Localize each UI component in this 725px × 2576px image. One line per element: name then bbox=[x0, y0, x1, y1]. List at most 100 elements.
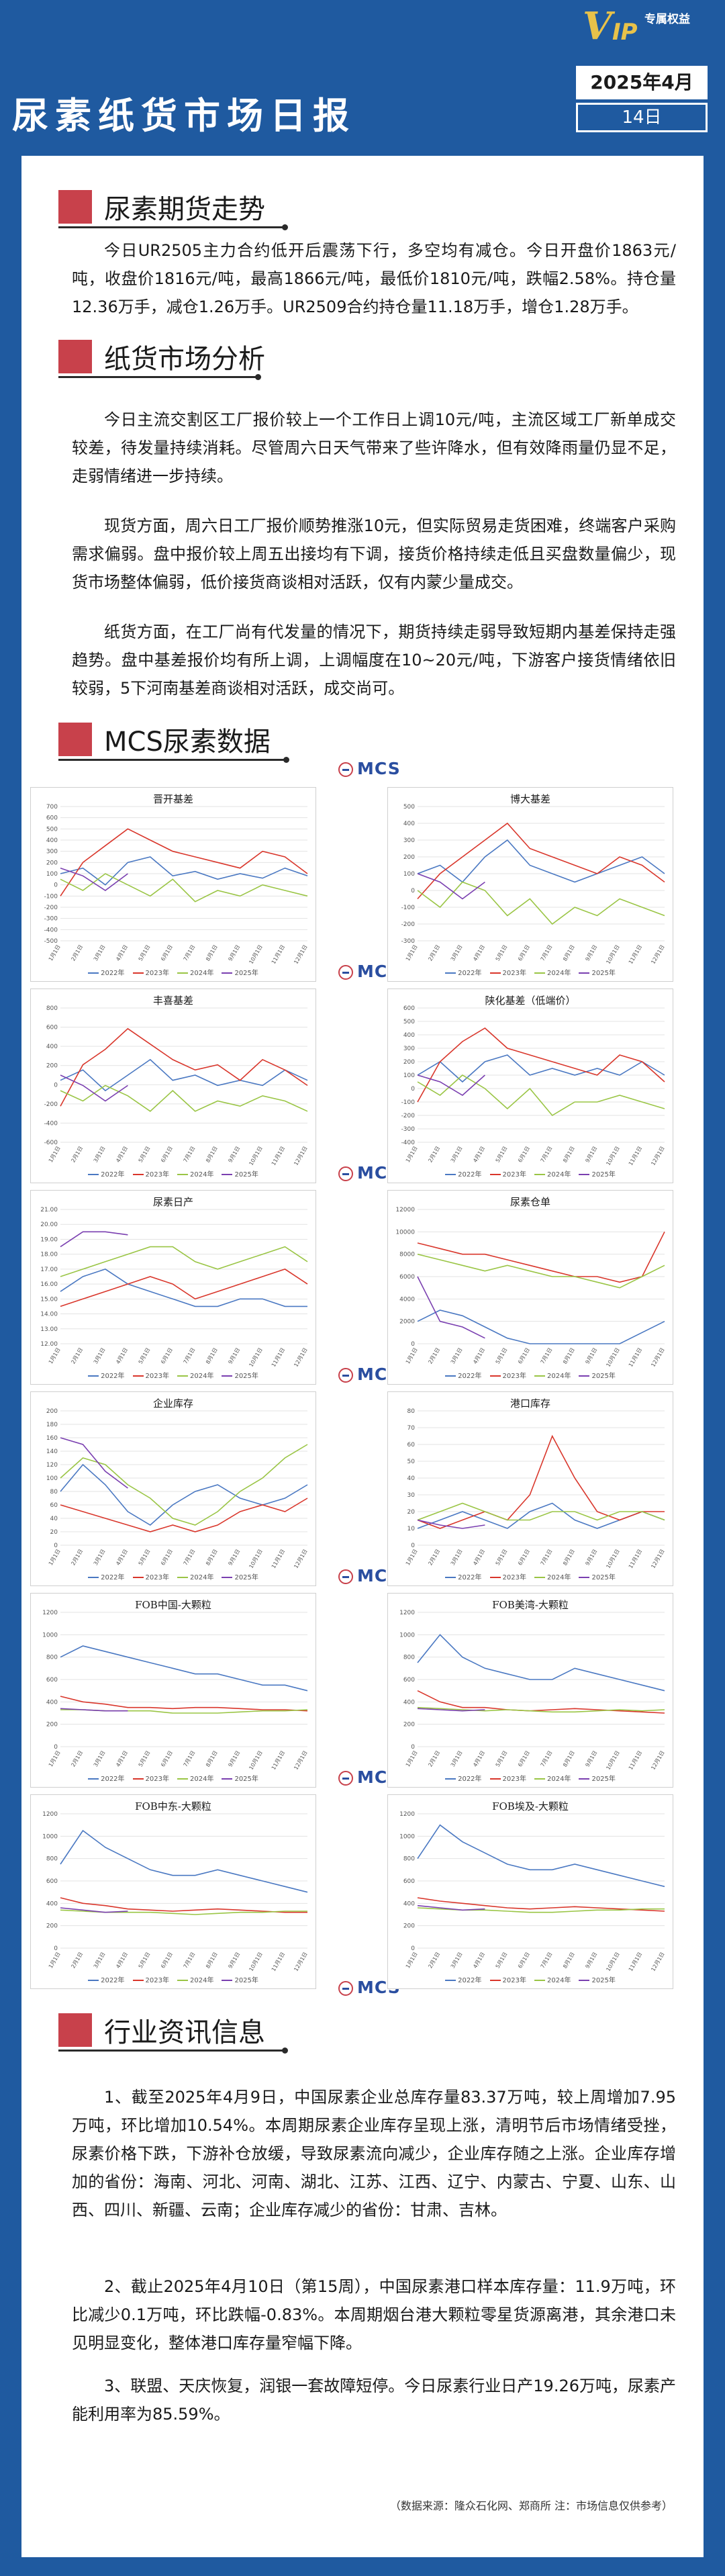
x-tick-label: 6月1日 bbox=[160, 944, 174, 962]
y-tick-label: 800 bbox=[46, 1655, 58, 1661]
legend-swatch bbox=[222, 1980, 233, 1981]
legend-swatch bbox=[489, 1980, 501, 1981]
legend-swatch bbox=[88, 972, 99, 974]
y-tick-label: 700 bbox=[46, 804, 58, 811]
mcs-logo-icon bbox=[338, 965, 353, 980]
x-tick-label: 12月1日 bbox=[293, 944, 308, 966]
legend-label: 2022年 bbox=[458, 1171, 482, 1179]
chart-title: FOB中国-大颗粒 bbox=[135, 1599, 211, 1611]
x-tick-label: 12月1日 bbox=[650, 1549, 665, 1570]
x-tick-label: 3月1日 bbox=[450, 1549, 464, 1567]
date-day: 14日 bbox=[576, 103, 708, 132]
section-underline-dot bbox=[282, 224, 288, 230]
legend-label: 2025年 bbox=[234, 970, 258, 977]
y-tick-label: 200 bbox=[46, 1923, 58, 1930]
chart-panel: 1200 1000 800 600 400 200 0 1月1日 2月1日 3月1日 4月1日 5月1… bbox=[387, 1593, 673, 1788]
series-line-2023年 bbox=[417, 1027, 665, 1103]
chart-title: 丰喜基差 bbox=[152, 995, 193, 1007]
x-tick-label: 10月1日 bbox=[605, 1347, 620, 1369]
legend-swatch bbox=[88, 1980, 99, 1981]
legend-entry: 2025年 bbox=[579, 1168, 616, 1179]
x-tick-label: 9月1日 bbox=[584, 1347, 598, 1365]
section-marker bbox=[58, 340, 92, 373]
series-line-2025年 bbox=[417, 1276, 485, 1339]
x-tick-label: 7月1日 bbox=[183, 944, 197, 962]
x-tick-label: 6月1日 bbox=[160, 1347, 174, 1365]
x-tick-label: 11月1日 bbox=[271, 1549, 286, 1570]
date-year-month: 2025年4月 bbox=[576, 66, 708, 99]
y-tick-label: 800 bbox=[403, 1655, 415, 1661]
y-tick-label: 1000 bbox=[399, 1632, 415, 1639]
legend-swatch bbox=[489, 1375, 501, 1377]
section-underline bbox=[58, 226, 284, 228]
mcs-logo-icon bbox=[338, 1166, 353, 1181]
y-tick-label: 70 bbox=[407, 1425, 416, 1432]
mcs-logo-icon bbox=[338, 1368, 353, 1383]
x-tick-label: 10月1日 bbox=[605, 1750, 620, 1772]
legend-swatch bbox=[177, 1375, 188, 1377]
x-tick-label: 7月1日 bbox=[540, 1146, 554, 1164]
legend-label: 2024年 bbox=[547, 1776, 571, 1783]
legend-entry: 2023年 bbox=[489, 1773, 526, 1783]
x-tick-label: 7月1日 bbox=[540, 1347, 554, 1365]
report-header: V IP 专属权益 尿素纸货市场日报 2025年4月 14日 bbox=[0, 0, 725, 144]
series-line-2023年 bbox=[60, 1498, 308, 1532]
legend-entry: 2022年 bbox=[88, 1370, 125, 1380]
y-tick-label: 400 bbox=[46, 1699, 58, 1706]
series-line-2023年 bbox=[60, 1897, 307, 1913]
y-tick-label: 600 bbox=[46, 1878, 58, 1885]
x-tick-label: 7月1日 bbox=[183, 1951, 197, 1970]
y-tick-label: 300 bbox=[403, 1046, 415, 1052]
x-tick-label: 1月1日 bbox=[48, 1146, 62, 1164]
legend-entry: 2022年 bbox=[445, 1571, 482, 1581]
chart-legend: 2022年 2023年 2024年 2025年 bbox=[31, 1773, 316, 1783]
y-tick-label: 0 bbox=[54, 1744, 58, 1751]
x-tick-label: 10月1日 bbox=[248, 944, 263, 966]
y-tick-label: 140 bbox=[46, 1448, 58, 1455]
y-tick-label: 600 bbox=[46, 815, 58, 822]
paper-paragraph-3: 纸货方面，在工厂尚有代发量的情况下，期货持续走弱导致短期内基差保持走强趋势。盘中… bbox=[72, 623, 676, 698]
x-tick-label: 12月1日 bbox=[650, 1750, 665, 1772]
x-tick-label: 9月1日 bbox=[227, 1951, 241, 1970]
y-tick-label: 600 bbox=[46, 1025, 58, 1031]
y-tick-label: -300 bbox=[401, 938, 416, 945]
y-tick-label: 21.00 bbox=[40, 1207, 58, 1213]
legend-label: 2025年 bbox=[234, 1574, 258, 1581]
y-tick-label: 200 bbox=[403, 1923, 415, 1930]
x-tick-label: 6月1日 bbox=[517, 1347, 531, 1365]
legend-label: 2022年 bbox=[101, 1776, 125, 1783]
x-tick-label: 8月1日 bbox=[205, 1347, 219, 1365]
chart-panel: 700 600 500 400 300 200 100 0 -100 -200 -300 -400 -5… bbox=[30, 787, 316, 982]
y-tick-label: 13.00 bbox=[40, 1326, 58, 1333]
chart-legend: 2022年 2023年 2024年 2025年 bbox=[31, 1571, 316, 1581]
section-title-paper: 纸货市场分析 bbox=[104, 344, 265, 375]
chart-legend: 2022年 2023年 2024年 2025年 bbox=[388, 1571, 673, 1581]
x-tick-label: 11月1日 bbox=[628, 1146, 643, 1167]
x-tick-label: 5月1日 bbox=[495, 1146, 509, 1164]
news-paragraph-1: 1、截至2025年4月9日，中国尿素企业总库存量83.37万吨，较上周增加7.9… bbox=[72, 2088, 676, 2219]
y-tick-label: 16.00 bbox=[40, 1281, 58, 1288]
y-tick-label: 600 bbox=[403, 1878, 415, 1885]
legend-entry: 2024年 bbox=[177, 1571, 213, 1581]
legend-label: 2024年 bbox=[547, 970, 571, 977]
section-marker bbox=[58, 190, 92, 224]
x-tick-label: 10月1日 bbox=[248, 1347, 263, 1369]
chart-title: 陕化基差（低端价） bbox=[485, 995, 576, 1007]
paper-paragraph-2: 现货方面，周六日工厂报价顺势推涨10元，但实际贸易走货困难，终端客户采购需求偏弱… bbox=[72, 516, 676, 592]
legend-swatch bbox=[579, 1577, 590, 1578]
legend-swatch bbox=[579, 972, 590, 974]
section-underline-dot bbox=[283, 757, 289, 763]
x-tick-label: 11月1日 bbox=[271, 1750, 286, 1772]
x-tick-label: 4月1日 bbox=[115, 1750, 129, 1768]
legend-label: 2024年 bbox=[190, 1776, 214, 1783]
x-tick-label: 1月1日 bbox=[48, 1951, 62, 1970]
legend-entry: 2023年 bbox=[489, 967, 526, 977]
x-tick-label: 4月1日 bbox=[115, 1347, 129, 1365]
x-tick-label: 7月1日 bbox=[183, 1146, 197, 1164]
legend-swatch bbox=[534, 1980, 545, 1981]
legend-entry: 2022年 bbox=[445, 1370, 482, 1380]
x-tick-label: 3月1日 bbox=[93, 944, 107, 962]
y-tick-label: 1000 bbox=[42, 1632, 58, 1639]
y-tick-label: 800 bbox=[46, 1856, 58, 1863]
x-tick-label: 7月1日 bbox=[183, 1347, 197, 1365]
